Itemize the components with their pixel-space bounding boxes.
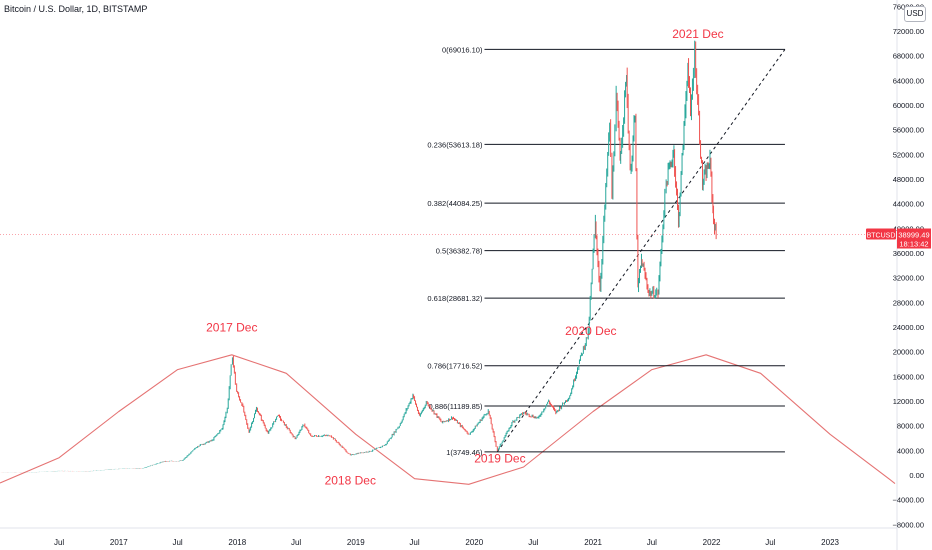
price-axis-tick-label: 28000.00 [893, 298, 924, 307]
currency-button[interactable]: USD [904, 6, 926, 22]
cycle-annotation-label: 2018 Dec [325, 473, 376, 487]
symbol-tag-bg [866, 228, 896, 240]
fib-level-label: 0.236(53613.18) [427, 140, 483, 149]
annotation-layer: 2017 Dec 2018 Dec 2019 Dec 2020 Dec 2021 Dec [206, 27, 724, 487]
cycle-annotation-label: 2017 Dec [206, 320, 257, 334]
time-axis: Jul 2017 Jul 2018 Jul 2019 Jul 2020 Jul 2021 Jul 20… [0, 527, 897, 547]
price-axis-tick-label: 72000.00 [893, 27, 924, 36]
price-axis-tick-label: 52000.00 [893, 150, 924, 159]
time-axis-tick-label: Jul [409, 538, 419, 547]
symbol-title[interactable]: Bitcoin / U.S. Dollar, 1D, BITSTAMP [4, 4, 148, 14]
price-axis-tick-label: 60000.00 [893, 101, 924, 110]
time-axis-tick-label: 2021 [584, 538, 602, 547]
time-axis-tick-label: 2023 [821, 538, 839, 547]
price-axis-tick-label: 24000.00 [893, 323, 924, 332]
price-axis-tick-label: −4000.00 [893, 496, 925, 505]
price-axis-tick-label: 8000.00 [897, 422, 924, 431]
fib-level-label: 0.618(28681.32) [427, 294, 483, 303]
cycle-annotation-label: 2019 Dec [474, 452, 525, 466]
price-axis-tick-label: 56000.00 [893, 126, 924, 135]
fibonacci-retracement-layer: 0(69016.10) 0.236(53613.18) 0.382(44084.25… [427, 45, 785, 457]
price-axis-tick-label: 68000.00 [893, 52, 924, 61]
price-axis: −8000.00 −4000.00 0.00 4000.00 8000.00 12000.… [893, 0, 925, 550]
fib-level-label: 0(69016.10) [442, 45, 483, 54]
last-price-tag-bg [897, 228, 931, 249]
price-series-layer [0, 40, 717, 473]
time-axis-tick-label: Jul [54, 538, 64, 547]
fib-level-label: 0.5(36382.78) [436, 247, 483, 256]
price-axis-tick-label: 12000.00 [893, 397, 924, 406]
cycle-annotation-label: 2021 Dec [672, 27, 723, 41]
price-axis-tick-label: 32000.00 [893, 274, 924, 283]
price-axis-tick-label: −8000.00 [893, 520, 925, 529]
time-axis-tick-label: 2018 [228, 538, 246, 547]
time-axis-tick-label: 2020 [465, 538, 483, 547]
bar-countdown: 18:13:42 [899, 240, 928, 249]
symbol-tag-label: BTCUSD [867, 233, 896, 240]
cycle-curve-layer [0, 354, 896, 485]
fib-level-label: 0.382(44084.25) [427, 199, 483, 208]
cycle-annotation-label: 2020 Dec [565, 324, 616, 338]
time-axis-tick-label: 2017 [110, 538, 128, 547]
trend-line [496, 49, 786, 453]
price-axis-tick-label: 44000.00 [893, 200, 924, 209]
price-axis-tick-label: 4000.00 [897, 446, 924, 455]
time-axis-tick-label: 2022 [703, 538, 721, 547]
fib-level-label: 0.886(11189.85) [429, 402, 483, 411]
price-axis-tick-label: 16000.00 [893, 372, 924, 381]
time-axis-tick-label: Jul [765, 538, 775, 547]
trend-line-layer [496, 49, 786, 453]
last-price-value: 38999.49 [898, 231, 929, 240]
time-axis-tick-label: Jul [647, 538, 657, 547]
fib-level-label: 0.786(17716.52) [427, 362, 483, 371]
fib-level-label: 1(3749.46) [446, 448, 483, 457]
time-axis-tick-label: 2019 [347, 538, 365, 547]
cycle-curve-line [0, 354, 896, 485]
price-axis-tick-label: 36000.00 [893, 249, 924, 258]
price-axis-tick-label: 48000.00 [893, 175, 924, 184]
time-axis-tick-label: Jul [172, 538, 182, 547]
price-axis-tick-label: 64000.00 [893, 76, 924, 85]
price-axis-tick-label: 0.00 [909, 471, 924, 480]
time-axis-tick-label: Jul [528, 538, 538, 547]
price-axis-tick-label: 20000.00 [893, 348, 924, 357]
time-axis-tick-label: Jul [291, 538, 301, 547]
